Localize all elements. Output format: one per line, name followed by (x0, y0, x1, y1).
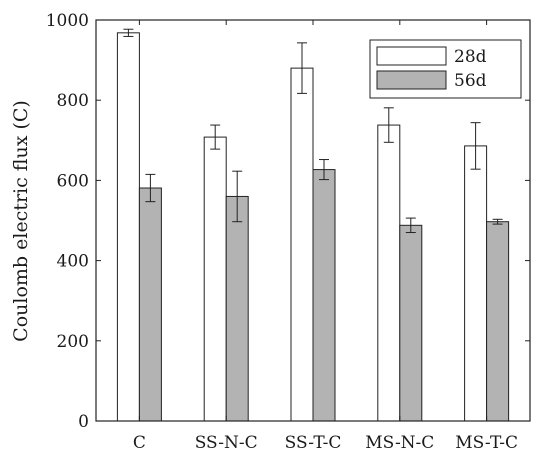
y-axis-label: Coulomb electric flux (C) (10, 100, 32, 342)
bar-28d-MS-N-C (377, 124, 401, 422)
x-tick-label: MS-N-C (365, 433, 434, 453)
bar-28d-SS-N-C (203, 136, 227, 422)
bar-28d-SS-T-C (290, 67, 314, 422)
y-tick-label: 400 (57, 252, 89, 272)
y-tick-label: 600 (57, 171, 89, 191)
bar-56d-SS-T-C (312, 169, 336, 422)
x-tick-label: SS-N-C (195, 433, 258, 453)
legend-swatch-56d (376, 70, 447, 90)
y-tick-label: 0 (78, 412, 89, 432)
bar-56d-C (138, 187, 162, 422)
bar-28d-C (116, 32, 140, 422)
y-tick-label: 800 (57, 91, 89, 111)
x-tick-label: C (133, 433, 146, 453)
plot-frame (95, 19, 531, 422)
legend-label-56d: 56d (454, 71, 487, 91)
bar-56d-MS-T-C (486, 221, 510, 422)
legend-label-28d: 28d (454, 47, 487, 67)
ticks-layer: 0 200 400 600 800 1000 C SS-N-C SS-T-C MS-N-C MS-T… (46, 11, 530, 453)
bar-28d-MS-T-C (464, 145, 488, 422)
x-tick-label: MS-T-C (455, 433, 518, 453)
bar-56d-MS-N-C (399, 224, 423, 422)
bars-layer (116, 28, 510, 422)
legend-swatch-28d (376, 46, 447, 66)
x-tick-label: SS-T-C (285, 433, 342, 453)
y-tick-label: 1000 (46, 11, 89, 31)
bar-56d-SS-N-C (225, 195, 249, 422)
y-tick-label: 200 (57, 332, 89, 352)
